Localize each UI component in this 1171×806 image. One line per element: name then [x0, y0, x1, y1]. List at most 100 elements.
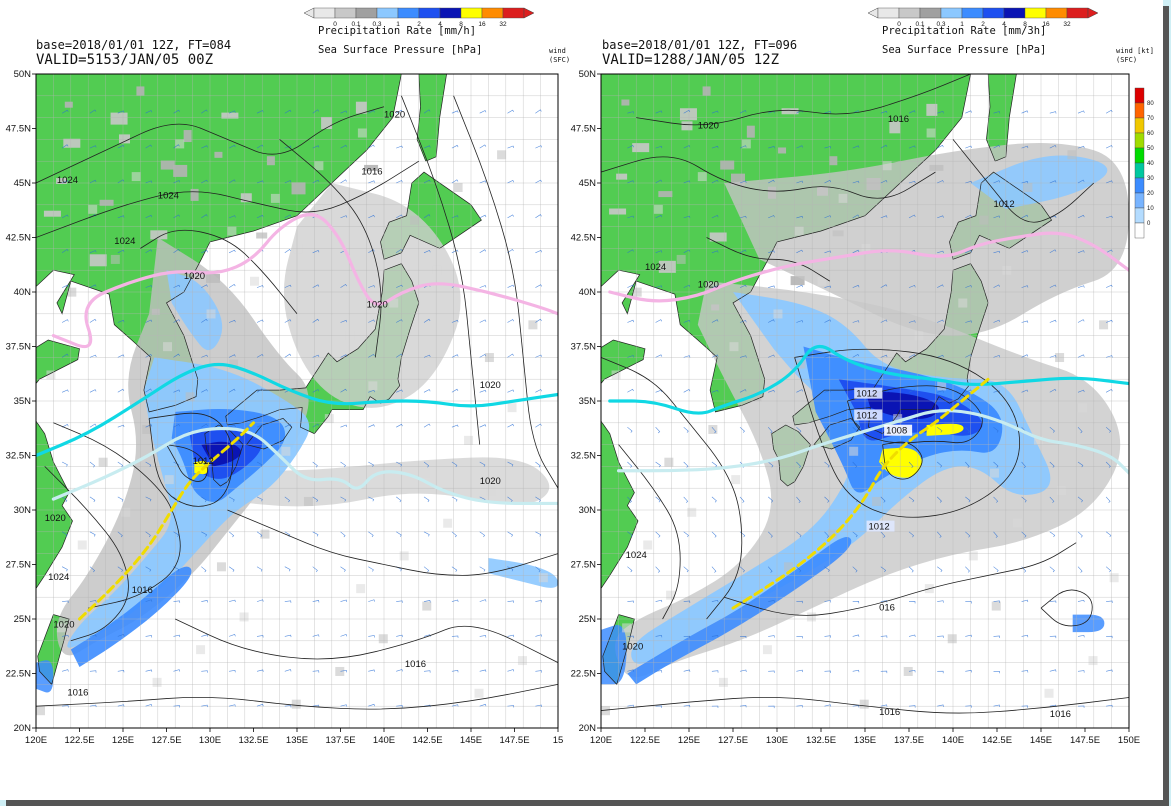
wind-barb: [683, 600, 691, 604]
wind-barb: [908, 461, 914, 469]
colorbar-tick-label: 4: [438, 21, 442, 28]
wind-barb: [824, 146, 832, 149]
wind-barb: [284, 634, 292, 638]
wind-barb: [173, 319, 181, 323]
isobar-label-bg: [866, 520, 895, 532]
wind-barb: [627, 531, 633, 538]
wind-barb: [1105, 109, 1113, 114]
precip-grid-cell: [903, 666, 913, 676]
wind-barb: [655, 705, 662, 708]
wind-barb: [739, 215, 747, 219]
wind-tick-label: 50: [1147, 146, 1154, 152]
land-mask-patch: [56, 178, 68, 184]
isobar-label: 1020: [698, 280, 719, 291]
wind-barb: [117, 531, 123, 538]
wind-barb: [1105, 566, 1112, 573]
wind-barb: [965, 180, 972, 184]
y-tick-label: 30N: [579, 505, 597, 516]
wind-barb: [61, 461, 68, 467]
wind-barb: [908, 145, 916, 149]
wind-barb: [117, 110, 125, 114]
isobar: [36, 684, 558, 710]
x-tick-label: 135E: [854, 735, 876, 746]
wind-barb: [937, 670, 944, 674]
wind-barb: [1021, 285, 1029, 288]
precip-grid-cell: [56, 623, 66, 633]
wind-barb: [683, 319, 691, 323]
wind-barb: [1021, 110, 1029, 114]
x-tick-label: 145E: [460, 735, 482, 746]
precip-blue-west-coast: [601, 625, 627, 685]
colorbar-tick-label: 16: [1042, 21, 1050, 28]
coast-honshu: [792, 263, 989, 435]
colorbar-tick-label: 0.1: [351, 21, 360, 28]
isobar-label: 1024: [626, 550, 647, 561]
wind-barb: [145, 704, 153, 707]
land-mask-patch: [256, 232, 268, 239]
wind-barb: [739, 355, 747, 358]
wind-barb: [852, 284, 860, 288]
wind-barb: [683, 496, 689, 503]
precip-blue-northeast: [970, 155, 1108, 210]
wind-barb: [852, 634, 860, 637]
wind-barb: [423, 704, 431, 708]
wind-barb: [1021, 320, 1029, 323]
wind-barb: [768, 285, 775, 288]
isobar: [601, 357, 743, 620]
wind-barb: [852, 353, 860, 358]
wind-barb: [61, 144, 69, 149]
wind-barb: [479, 703, 487, 707]
precip-grid-cell: [46, 370, 56, 380]
precip-grid-cell: [314, 161, 324, 171]
wind-barb: [796, 145, 803, 149]
wind-barb: [451, 179, 459, 184]
x-tick-label: 147.5E: [499, 735, 529, 746]
wind-barb: [228, 461, 235, 468]
wind-barb: [880, 110, 888, 114]
coast-honshu: [225, 263, 420, 435]
isobar-label: 1024: [114, 236, 135, 247]
front-stationary-front-south: [51, 426, 558, 506]
left-precip-colorbar: 0 0.1 0.3 1 2 4 8 16 32: [303, 7, 535, 28]
coast-asia-mainland: [36, 74, 402, 728]
wind-barb: [284, 600, 292, 603]
isobar: [724, 542, 1077, 616]
land-mask-patch: [119, 134, 130, 144]
wind-barb: [993, 390, 1001, 393]
wind-barb: [965, 566, 970, 573]
wind-barb: [1105, 145, 1113, 149]
precip-grid-cell: [708, 424, 718, 434]
wind-barb: [908, 705, 916, 708]
wind-barb: [229, 599, 236, 603]
wind-barb: [993, 704, 1001, 708]
wind-barb: [965, 214, 972, 219]
front-convergence-line: [78, 421, 255, 621]
wind-barb: [89, 670, 97, 673]
isobar-label-bg: [854, 387, 883, 399]
front-polar-front: [608, 231, 1129, 303]
wind-barb: [655, 531, 661, 538]
precip-grid-cell: [227, 226, 237, 236]
colorbar-right-arrow: [523, 7, 535, 19]
wind-barb: [796, 669, 803, 673]
wind-barb: [284, 669, 292, 672]
wind-barb: [117, 144, 125, 149]
precip-grid-cell: [622, 623, 632, 633]
wind-barb: [228, 531, 235, 538]
wind-barb: [655, 670, 663, 673]
land-mask-patch: [658, 260, 676, 273]
wind-barb: [201, 600, 208, 603]
wind-barb: [312, 423, 320, 428]
wind-barb: [229, 704, 236, 707]
wind-barb: [61, 389, 69, 393]
wind-barb: [1049, 144, 1057, 149]
wind-barb: [201, 670, 208, 673]
isobar-label: 1020: [184, 271, 205, 282]
wind-barb: [683, 461, 689, 468]
land-mask-patch: [790, 276, 805, 286]
precip-grid-cell: [378, 634, 388, 644]
isobar-label: 1012: [869, 522, 890, 533]
isobar: [227, 509, 558, 576]
wind-barb: [340, 110, 348, 114]
colorbar-tick-label: 0.3: [936, 21, 945, 28]
